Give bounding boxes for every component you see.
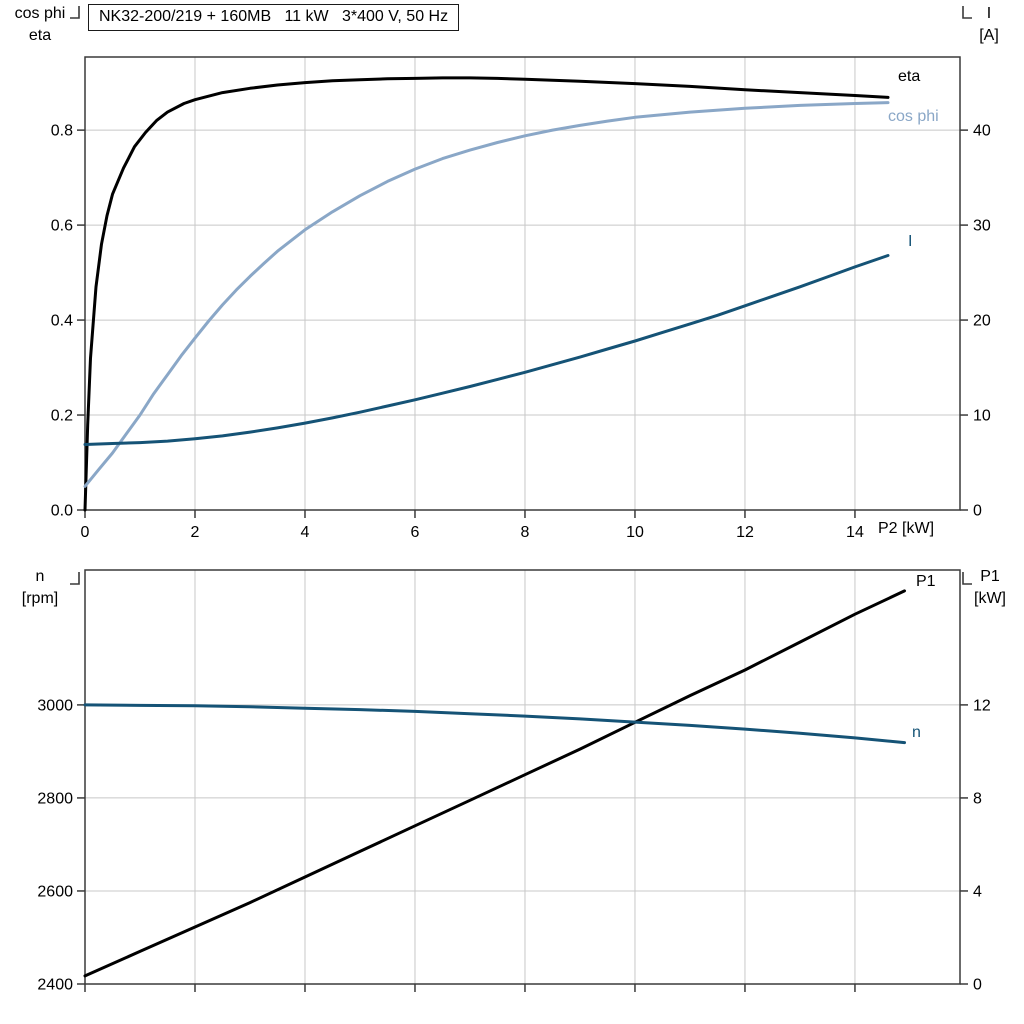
axis-title-line-amp-unit: [A]: [979, 27, 999, 44]
y-right-tick-label: 12: [973, 697, 991, 714]
axis-bracket: [70, 6, 80, 19]
y-left-tick-label: 0.8: [51, 123, 73, 140]
n-curve: [83, 703, 906, 745]
eta-curve: [83, 76, 890, 512]
axis-title-line-p1: P1: [980, 568, 1000, 585]
x-tick-label: 4: [301, 524, 310, 541]
axis-title-line-current: I: [986, 5, 992, 22]
speed-power-chart: 2400 2600 2800 3000 0 4 8 12 P1 n: [37, 569, 991, 994]
axis-title-line-n: n: [35, 568, 45, 585]
x-tick-label: 10: [626, 524, 644, 541]
y-left-tick-label: 3000: [37, 697, 73, 714]
cos-phi-curve-label: cos phi: [888, 108, 939, 125]
y-left-tick-label: 2600: [37, 883, 73, 900]
axis-title-line-rpm-unit: [rpm]: [21, 590, 59, 607]
y-right-tick-label: 40: [973, 123, 991, 140]
y-left-tick-label: 0.6: [51, 218, 73, 235]
y-left-tick-label: 0.0: [51, 503, 73, 520]
top-left-axis-title: cos phi eta: [4, 3, 76, 47]
axis-bracket: [962, 6, 972, 19]
axis-bracket: [70, 572, 80, 585]
p1-curve: [83, 589, 906, 978]
plot-border: [84, 569, 961, 985]
y-right-tick-label: 30: [973, 218, 991, 235]
axis-title-line-kw-unit: [kW]: [974, 590, 1006, 607]
x-tick-label: 8: [521, 524, 530, 541]
bottom-left-axis-title: n [rpm]: [6, 566, 74, 610]
y-right-tick-label: 0: [973, 503, 982, 520]
y-right-tick-label: 20: [973, 313, 991, 330]
x-axis-title: P2 [kW]: [878, 520, 935, 537]
axis-title-line-cos-phi: cos phi: [14, 5, 66, 22]
current-curve: [83, 254, 890, 446]
plot-border: [84, 56, 961, 511]
axis-title-line-eta: eta: [28, 27, 52, 44]
pump-title-box: NK32-200/219 + 160MB 11 kW 3*400 V, 50 H…: [88, 4, 460, 31]
current-curve-label: I: [908, 233, 912, 250]
bottom-right-axis-title: P1 [kW]: [963, 566, 1017, 610]
y-right-tick-label: 4: [973, 883, 982, 900]
y-left-tick-label: 0.4: [51, 313, 73, 330]
axis-bracket: [962, 572, 972, 585]
motor-data-chart: 0.0 0.2 0.4 0.6 0.8 0 10 20 30 40 0 2 4 6 8 10 12 14 eta co…: [51, 56, 991, 541]
x-tick-label: 12: [736, 524, 754, 541]
p1-curve-label: P1: [916, 573, 936, 590]
y-left-tick-label: 2800: [37, 790, 73, 807]
y-right-tick-label: 10: [973, 408, 991, 425]
y-left-tick-label: 2400: [37, 977, 73, 994]
x-tick-label: 2: [191, 524, 200, 541]
y-right-tick-label: 8: [973, 790, 982, 807]
x-tick-label: 14: [846, 524, 864, 541]
top-right-axis-title: I [A]: [963, 3, 1015, 47]
x-tick-label: 6: [411, 524, 420, 541]
y-right-tick-label: 0: [973, 977, 982, 994]
eta-curve-label: eta: [898, 68, 920, 85]
cos-phi-curve: [83, 101, 890, 488]
y-left-tick-label: 0.2: [51, 408, 73, 425]
n-curve-label: n: [912, 724, 921, 741]
x-tick-label: 0: [81, 524, 90, 541]
